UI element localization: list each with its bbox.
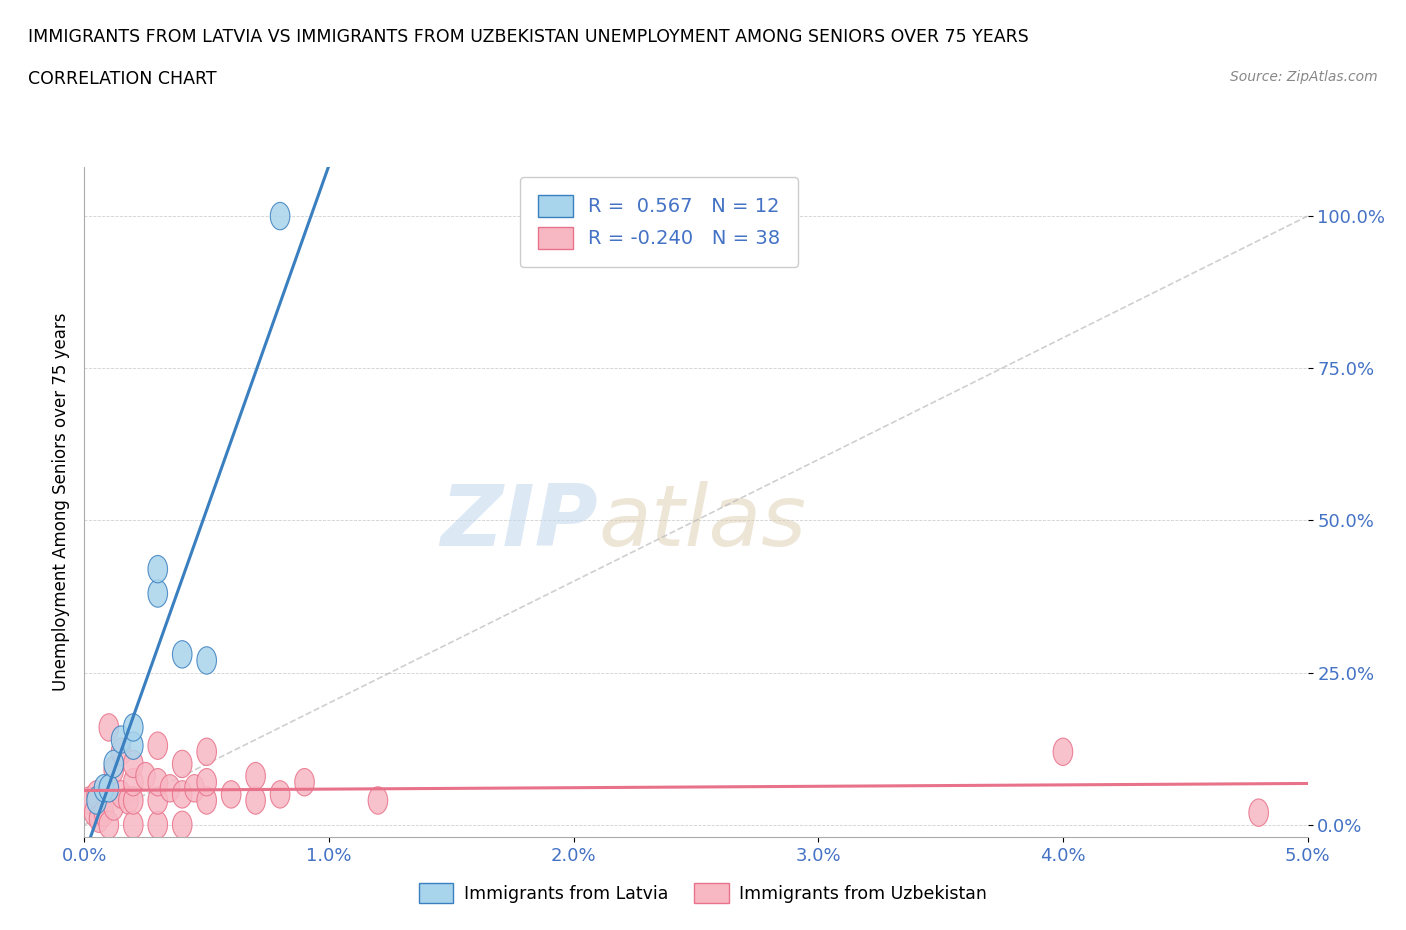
Text: atlas: atlas xyxy=(598,481,806,564)
Legend: Immigrants from Latvia, Immigrants from Uzbekistan: Immigrants from Latvia, Immigrants from … xyxy=(412,876,994,910)
Text: CORRELATION CHART: CORRELATION CHART xyxy=(28,70,217,87)
Y-axis label: Unemployment Among Seniors over 75 years: Unemployment Among Seniors over 75 years xyxy=(52,313,70,691)
Text: Source: ZipAtlas.com: Source: ZipAtlas.com xyxy=(1230,70,1378,84)
Legend: R =  0.567   N = 12, R = -0.240   N = 38: R = 0.567 N = 12, R = -0.240 N = 38 xyxy=(520,177,799,267)
Text: ZIP: ZIP xyxy=(440,481,598,564)
Text: IMMIGRANTS FROM LATVIA VS IMMIGRANTS FROM UZBEKISTAN UNEMPLOYMENT AMONG SENIORS : IMMIGRANTS FROM LATVIA VS IMMIGRANTS FRO… xyxy=(28,28,1029,46)
